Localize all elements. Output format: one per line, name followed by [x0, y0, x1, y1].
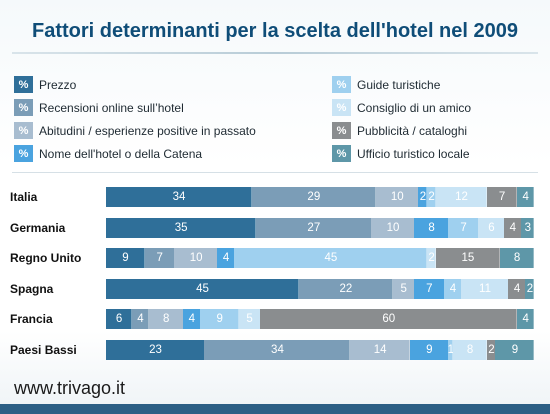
legend-item: % Consiglio di un amico — [332, 99, 471, 116]
legend-label: Pubblicità / cataloghi — [357, 123, 468, 138]
legend-label: Prezzo — [39, 77, 77, 92]
legend-swatch: % — [332, 145, 351, 162]
bar-segment: 7 — [414, 279, 445, 299]
bar-segment: 5 — [392, 279, 415, 299]
bar-segment: 7 — [486, 187, 518, 207]
bar-segment: 10 — [371, 218, 415, 238]
legend-item: % Abitudini / esperienze positive in pass… — [14, 122, 256, 139]
bar-segment: 9 — [495, 340, 535, 360]
bar-segment: 2 — [486, 340, 496, 360]
legend-swatch: % — [332, 122, 351, 139]
bar-row: 9 7 10 4 45 2 15 8 — [106, 248, 535, 268]
category-label: Italia — [10, 190, 38, 204]
bar-segment: 4 — [508, 279, 526, 299]
bar-segment: 14 — [349, 340, 411, 360]
bar-segment: 7 — [448, 218, 479, 238]
bar-row: 45 22 5 7 4 11 4 2 — [106, 279, 535, 299]
legend-label: Consiglio di un amico — [357, 100, 472, 115]
legend-swatch: % — [14, 99, 33, 116]
bar-segment: 23 — [106, 340, 205, 360]
bar-segment: 4 — [516, 187, 535, 207]
bar-segment: 35 — [106, 218, 257, 238]
bar-segment: 2 — [427, 187, 437, 207]
bar-segment: 12 — [435, 187, 488, 207]
legend-label: Guide turistiche — [357, 77, 441, 92]
bar-segment: 4 — [183, 309, 201, 329]
footer-url: www.trivago.it — [14, 378, 126, 398]
legend-item: % Recensioni online sull’hotel — [14, 99, 256, 116]
category-label: Paesi Bassi — [10, 343, 77, 357]
bar-segment: 6 — [106, 309, 133, 329]
legend-item: % Ufficio turistico locale — [332, 145, 471, 162]
bar-segment: 1 — [448, 340, 454, 360]
legend-item: % Pubblicità / cataloghi — [332, 122, 471, 139]
bar-segment: 60 — [260, 309, 518, 329]
bar-segment: 4 — [516, 309, 535, 329]
bar-segment: 8 — [148, 309, 184, 329]
category-label: Francia — [10, 312, 53, 326]
bar-segment: 6 — [478, 218, 505, 238]
bar-segment: 29 — [251, 187, 377, 207]
bar-segment: 15 — [435, 248, 501, 268]
bar-segment: 8 — [452, 340, 488, 360]
bar-segment: 45 — [106, 279, 300, 299]
bar-segment: 11 — [461, 279, 509, 299]
bar-segment: 2 — [427, 248, 437, 268]
legend-label: Ufficio turistico locale — [357, 146, 470, 161]
bar-segment: 4 — [504, 218, 522, 238]
bar-segment: 3 — [521, 218, 535, 238]
legend-swatch: % — [332, 99, 351, 116]
bar-row: 6 4 8 4 9 5 60 4 — [106, 309, 535, 329]
bar-segment: 8 — [499, 248, 535, 268]
legend-swatch: % — [14, 76, 33, 93]
legend-label: Recensioni online sull’hotel — [39, 100, 184, 115]
title-divider — [12, 52, 538, 54]
legend-divider — [12, 172, 538, 173]
bar-segment: 45 — [234, 248, 428, 268]
legend-label: Abitudini / esperienze positive in passa… — [39, 123, 256, 138]
bar-segment: 4 — [131, 309, 150, 329]
bar-segment: 2 — [525, 279, 535, 299]
bar-segment: 10 — [174, 248, 218, 268]
legend-swatch: % — [332, 76, 351, 93]
bar-row: 34 29 10 2 2 12 7 4 — [106, 187, 535, 207]
bar-segment: 10 — [375, 187, 419, 207]
category-label: Germania — [10, 221, 66, 235]
legend-swatch: % — [14, 145, 33, 162]
bar-segment: 34 — [106, 187, 253, 207]
bar-segment: 9 — [200, 309, 240, 329]
bar-segment: 7 — [144, 248, 175, 268]
legend-item: % Nome dell'hotel o della Catena — [14, 145, 256, 162]
bar-row: 35 27 10 8 7 6 4 3 — [106, 218, 535, 238]
legend-right-column: % Guide turistiche% Consiglio di un amico%… — [332, 76, 471, 168]
chart-title: Fattori determinanti per la scelta dell'… — [31, 20, 518, 42]
legend-label: Nome dell'hotel o della Catena — [39, 146, 203, 161]
bar-row: 23 34 14 9 1 8 2 9 — [106, 340, 535, 360]
bar-segment: 4 — [444, 279, 462, 299]
bar-segment: 2 — [418, 187, 428, 207]
bar-segment: 27 — [255, 218, 372, 238]
legend-left-column: % Prezzo% Recensioni online sull’hotel% Abi… — [14, 76, 256, 168]
footer-bar — [0, 404, 550, 414]
legend-item: % Guide turistiche — [332, 76, 471, 93]
bar-segment: 22 — [298, 279, 394, 299]
bar-segment: 8 — [414, 218, 449, 238]
bar-segment: 34 — [204, 340, 351, 360]
bar-segment: 9 — [106, 248, 146, 268]
legend-swatch: % — [14, 122, 33, 139]
category-label: Regno Unito — [10, 251, 82, 265]
bar-segment: 9 — [409, 340, 449, 360]
legend-item: % Prezzo — [14, 76, 256, 93]
bar-segment: 4 — [217, 248, 235, 268]
bar-segment: 5 — [238, 309, 261, 329]
category-label: Spagna — [10, 282, 54, 296]
